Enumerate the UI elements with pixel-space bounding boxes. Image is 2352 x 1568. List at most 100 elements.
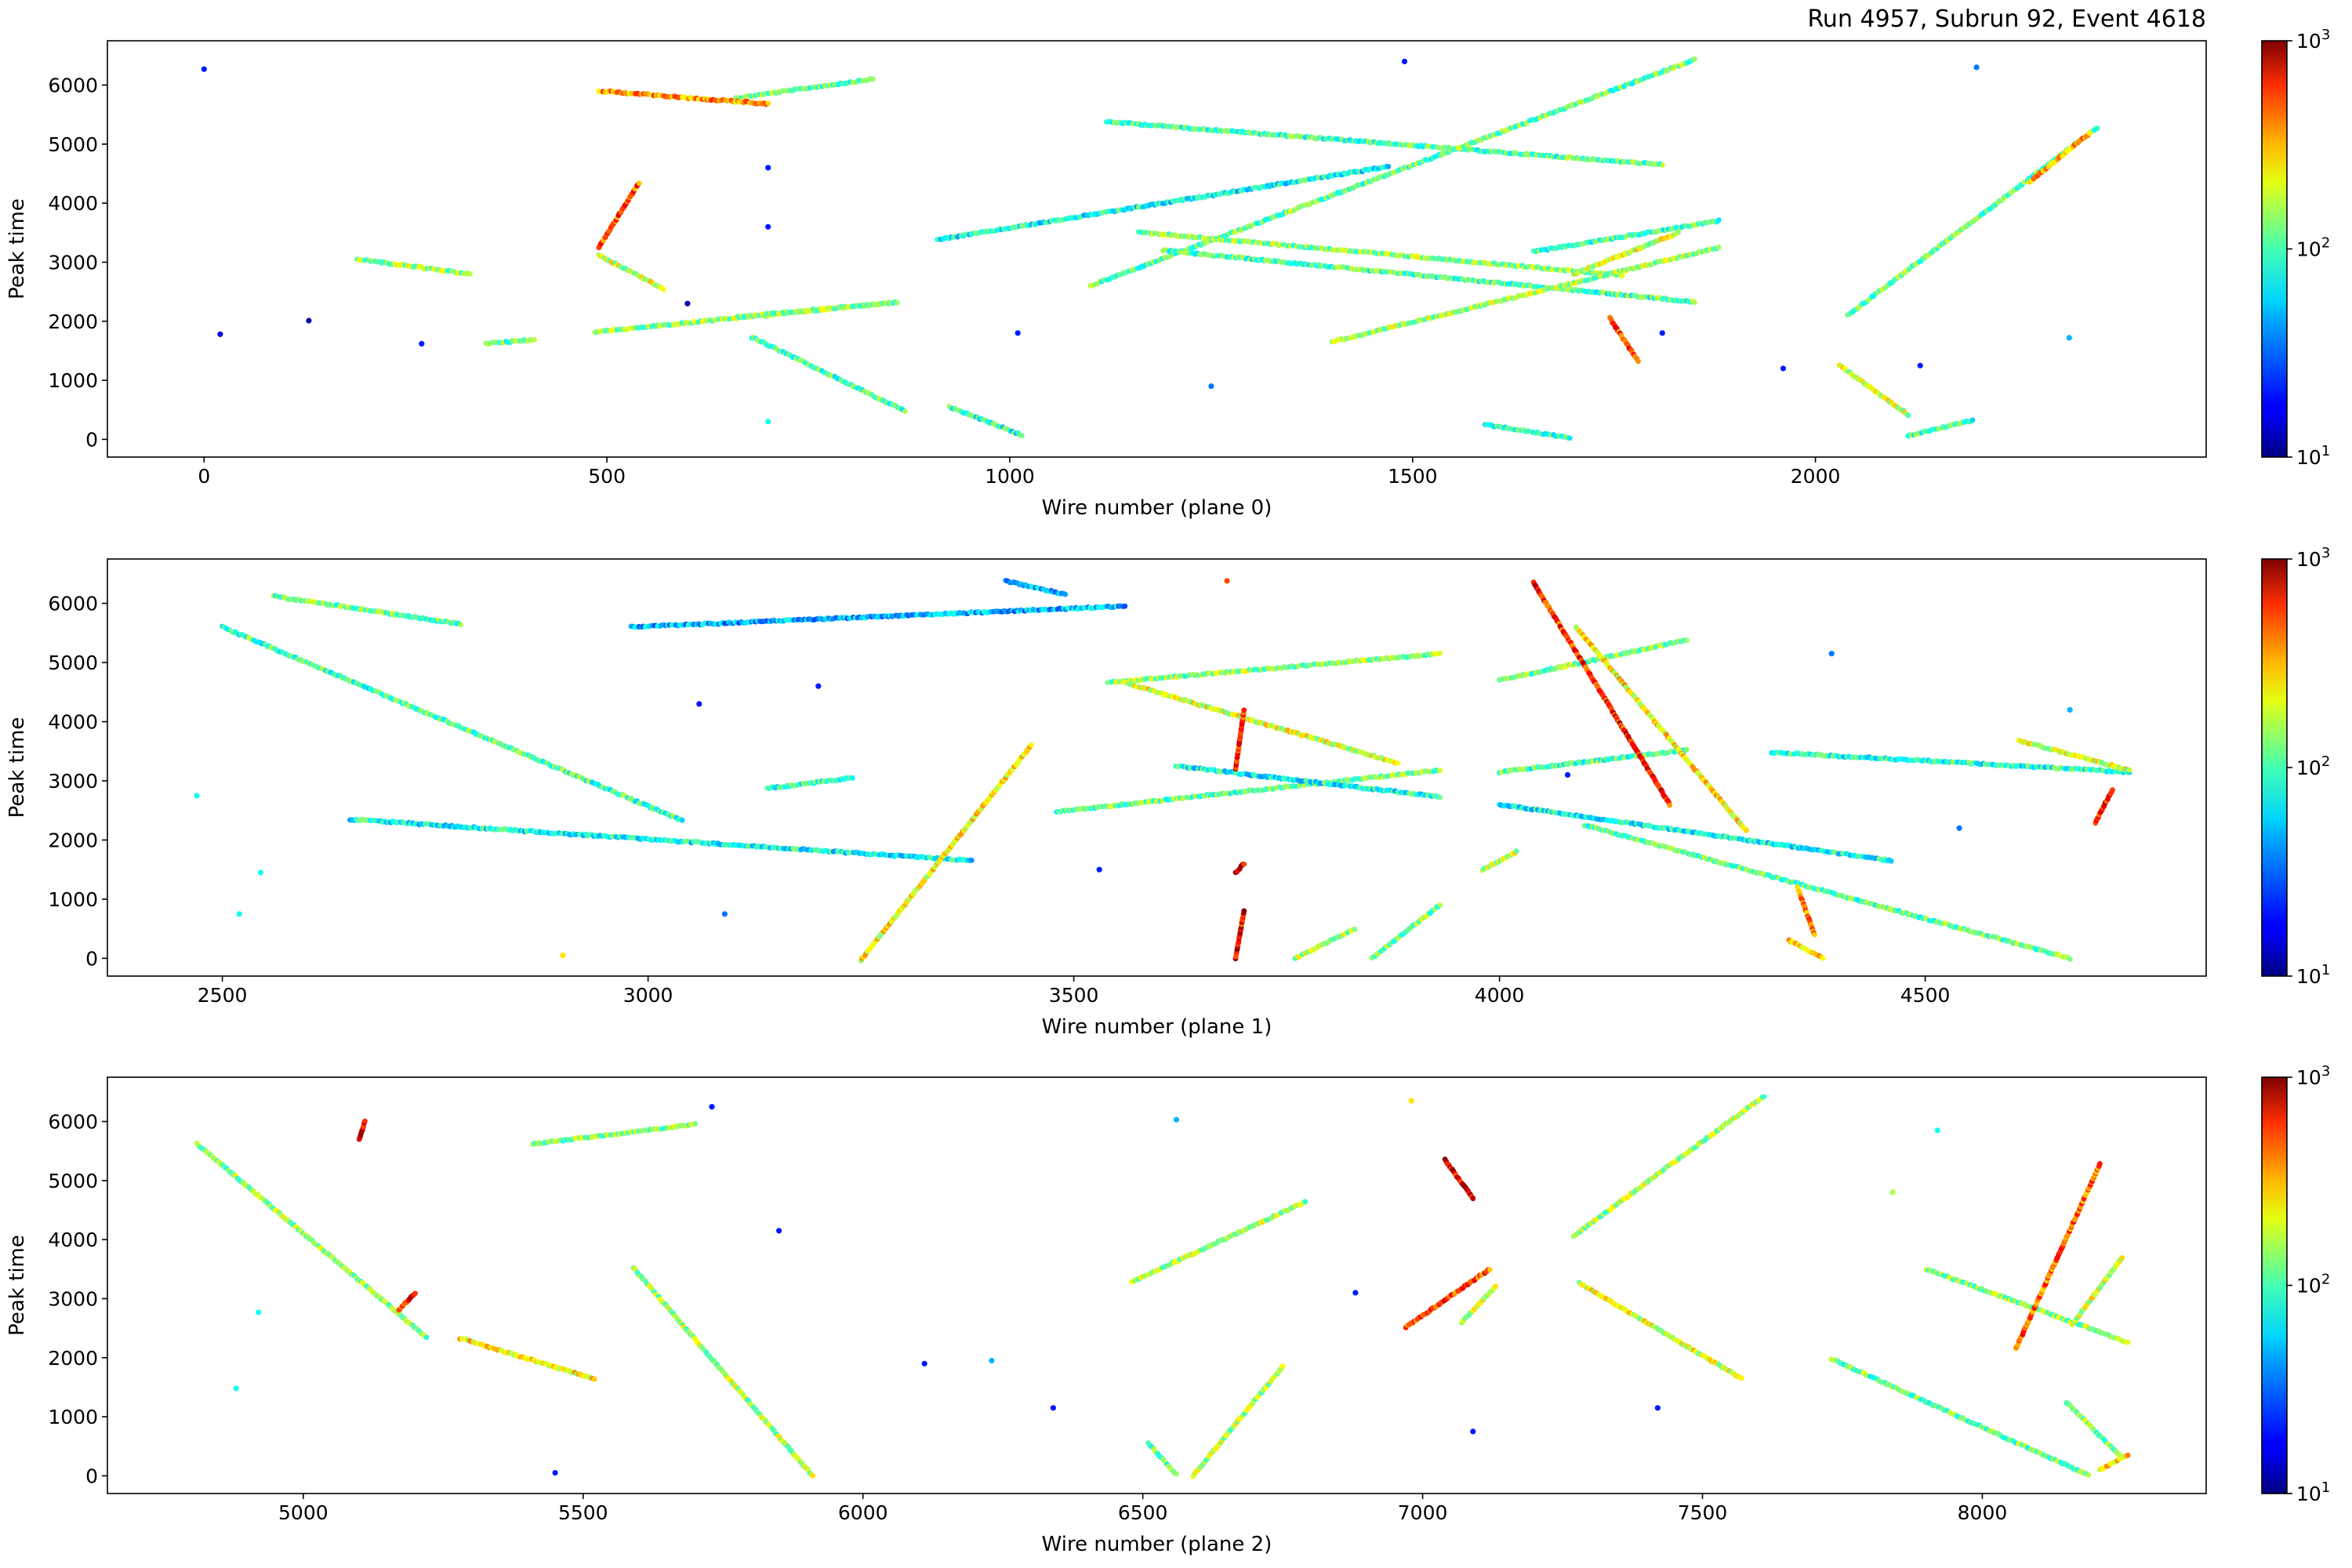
track xyxy=(935,163,1392,242)
track xyxy=(858,742,1034,964)
hit-point xyxy=(894,299,900,306)
hit-point xyxy=(1394,760,1400,766)
hit-point xyxy=(532,336,537,343)
hits-layer xyxy=(194,577,2132,964)
hit-point xyxy=(1684,637,1690,644)
hit-point xyxy=(1969,417,1976,423)
track xyxy=(2026,130,2092,185)
hit-point xyxy=(1659,162,1665,169)
track xyxy=(1136,229,1625,278)
track xyxy=(596,180,642,251)
y-tick-label: 6000 xyxy=(48,74,98,96)
hit-point xyxy=(2094,125,2100,131)
hit-point xyxy=(217,331,223,337)
track xyxy=(1122,679,1400,766)
hit-point xyxy=(1684,746,1690,753)
hit-point xyxy=(1062,591,1069,597)
hit-point xyxy=(1208,383,1214,390)
hit-point xyxy=(1692,56,1697,62)
y-tick-label: 2000 xyxy=(48,310,98,333)
colorbar-tick-label: 103 xyxy=(2296,27,2330,53)
hit-point xyxy=(1692,299,1697,305)
y-tick-label: 1000 xyxy=(48,369,98,392)
hit-point xyxy=(1122,603,1128,609)
hit-point xyxy=(458,622,464,628)
y-tick-label: 0 xyxy=(85,428,98,451)
track xyxy=(1573,624,1750,833)
hit-point xyxy=(765,165,771,171)
plot-area xyxy=(107,559,2206,976)
track xyxy=(1173,763,1443,800)
x-tick-label: 0 xyxy=(198,465,210,488)
track xyxy=(483,336,537,347)
track xyxy=(733,76,876,102)
track xyxy=(1105,650,1443,685)
track xyxy=(1482,422,1573,441)
track xyxy=(628,603,1128,630)
hit-point xyxy=(1659,330,1665,336)
colorbar-gradient xyxy=(2261,40,2288,458)
hit-point xyxy=(765,100,771,107)
track xyxy=(1497,801,1894,864)
hit-point xyxy=(1566,435,1573,441)
x-tick-label: 500 xyxy=(588,465,626,488)
hit-point xyxy=(1014,330,1021,336)
hit-point xyxy=(467,271,473,277)
hit-point xyxy=(1401,58,1408,64)
track xyxy=(1530,579,1673,808)
track xyxy=(1837,362,1911,419)
figure-title: Run 4957, Subrun 92, Event 4618 xyxy=(1807,5,2206,33)
hit-point xyxy=(1437,794,1443,800)
x-tick-label: 1500 xyxy=(1388,465,1438,488)
track xyxy=(1905,417,1976,439)
y-tick-label: 3000 xyxy=(48,251,98,274)
hit-point xyxy=(1385,164,1392,169)
hit-point xyxy=(1917,362,1923,368)
hit-point xyxy=(660,286,666,292)
track xyxy=(1607,314,1641,365)
track xyxy=(354,256,473,277)
colorbar-tick-label: 102 xyxy=(2296,235,2330,261)
hit-point xyxy=(1619,273,1625,278)
hit-point xyxy=(1019,433,1025,438)
hits-layer xyxy=(201,56,2100,441)
track xyxy=(270,593,464,628)
track xyxy=(1103,118,1665,169)
hit-point xyxy=(306,318,312,324)
hit-point xyxy=(1905,412,1911,419)
plot-area xyxy=(107,41,2206,457)
hit-point xyxy=(765,419,771,425)
track xyxy=(1087,56,1697,289)
hit-point xyxy=(1437,650,1443,656)
hit-point xyxy=(1437,768,1443,773)
hit-point xyxy=(679,817,685,823)
track xyxy=(220,623,685,823)
hit-point xyxy=(1715,217,1722,223)
track xyxy=(749,335,908,414)
hit-point xyxy=(765,223,771,230)
hit-point xyxy=(1667,802,1673,808)
hit-point xyxy=(869,76,876,82)
x-tick-label: 1000 xyxy=(985,465,1035,488)
y-tick-label: 4000 xyxy=(48,192,98,215)
track xyxy=(1329,245,1722,345)
hit-point xyxy=(2086,130,2092,136)
y-tick-label: 5000 xyxy=(48,133,98,156)
hit-point xyxy=(1780,365,1787,372)
hit-point xyxy=(1715,245,1722,250)
hit-point xyxy=(1635,358,1641,365)
hit-point xyxy=(902,408,908,414)
hit-point xyxy=(636,180,642,187)
track xyxy=(596,88,771,107)
track xyxy=(946,404,1025,438)
plane-1-panel: 2500 3000 3500 4000 450001000200030004000500… xyxy=(5,545,2330,1039)
plane-0-panel: 0 500 1000 1500 2000 0 1000 2000 3000 4000 5000 600… xyxy=(5,27,2330,520)
hit-point xyxy=(684,300,691,307)
hit-point xyxy=(201,66,207,72)
hit-point xyxy=(1028,742,1034,748)
x-tick-label: 2000 xyxy=(1791,465,1841,488)
track xyxy=(1570,229,1682,277)
track xyxy=(1530,217,1722,255)
plot-frame xyxy=(107,40,2207,458)
hit-point xyxy=(1744,828,1750,833)
